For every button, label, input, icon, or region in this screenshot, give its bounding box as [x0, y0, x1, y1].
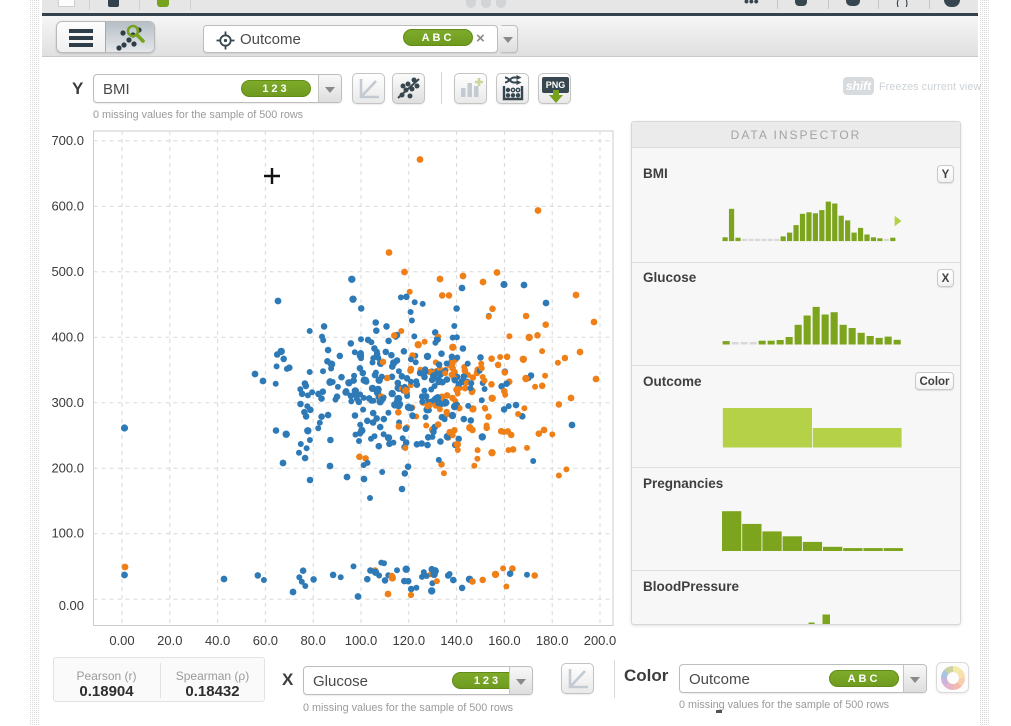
svg-text:700.0: 700.0 [51, 133, 84, 148]
svg-text:140.0: 140.0 [440, 633, 473, 648]
svg-text:100.0: 100.0 [51, 525, 84, 540]
svg-text:400.0: 400.0 [51, 330, 84, 345]
svg-text:200.0: 200.0 [584, 633, 617, 648]
svg-text:600.0: 600.0 [51, 199, 84, 214]
svg-text:20.0: 20.0 [157, 633, 182, 648]
svg-text:100.0: 100.0 [345, 633, 378, 648]
svg-text:120.0: 120.0 [393, 633, 426, 648]
svg-text:180.0: 180.0 [536, 633, 569, 648]
svg-text:40.0: 40.0 [205, 633, 230, 648]
svg-text:500.0: 500.0 [51, 264, 84, 279]
svg-text:200.0: 200.0 [51, 461, 84, 476]
svg-text:80.0: 80.0 [301, 633, 326, 648]
svg-text:0.00: 0.00 [109, 633, 134, 648]
svg-text:0.00: 0.00 [59, 598, 84, 613]
svg-text:160.0: 160.0 [488, 633, 521, 648]
svg-text:60.0: 60.0 [253, 633, 278, 648]
svg-text:300.0: 300.0 [51, 395, 84, 410]
